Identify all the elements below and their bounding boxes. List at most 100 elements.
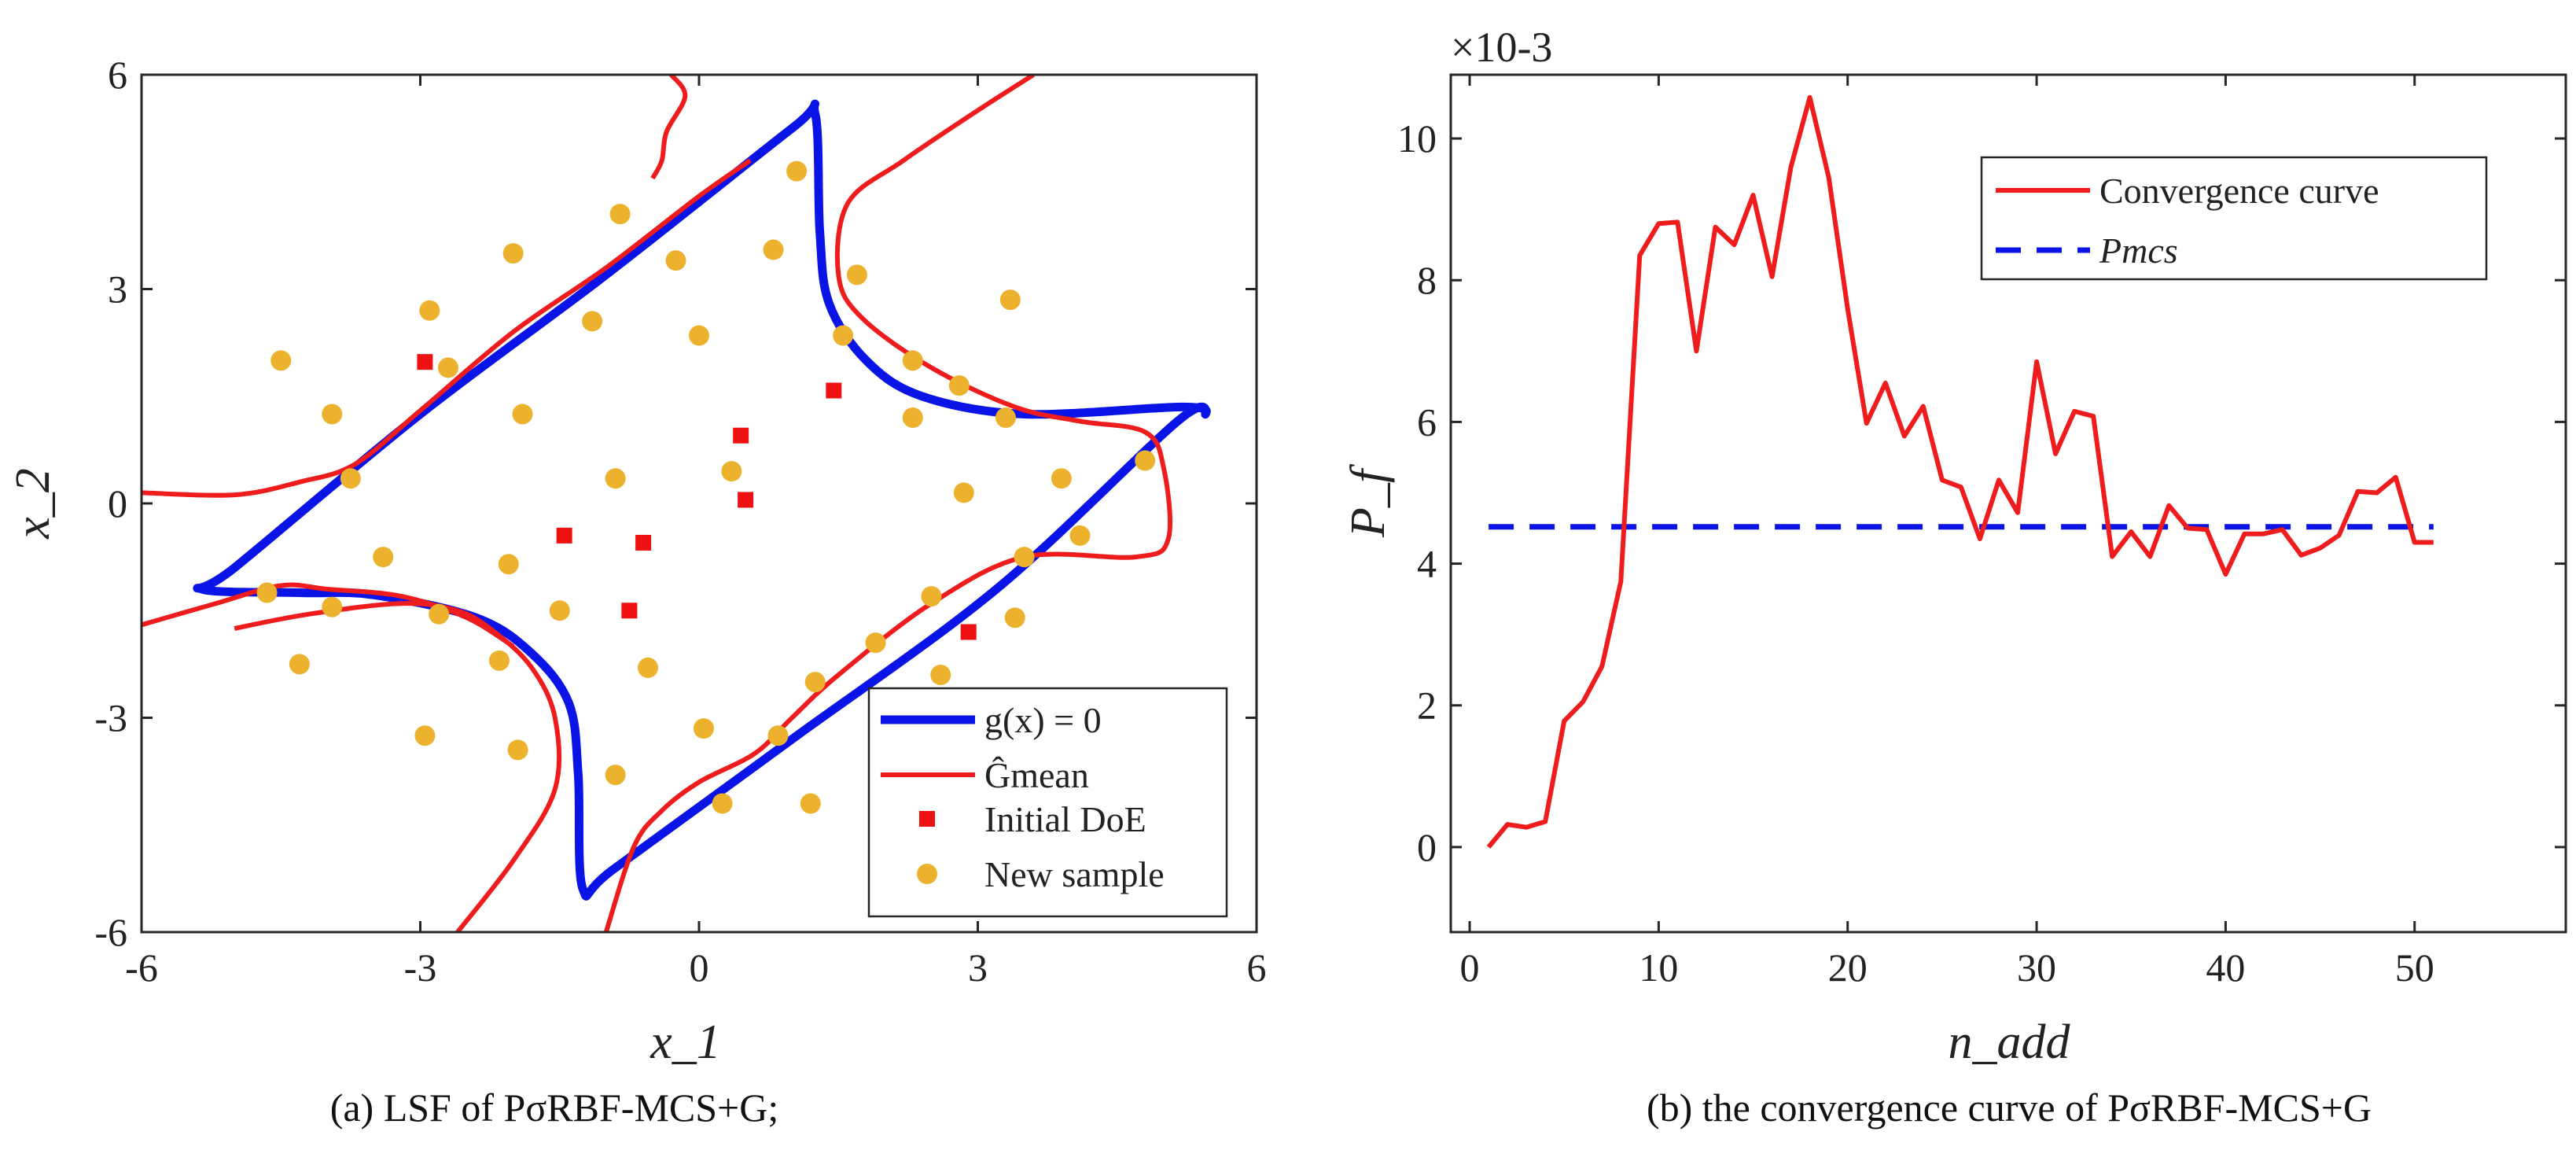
lsf-xtick-label: 0 (690, 945, 709, 990)
surrogate-curve-segment (650, 75, 688, 180)
convergence-caption: (b) the convergence curve of PσRBF-MCS+G (1647, 1085, 2372, 1130)
new-sample-point (289, 654, 310, 675)
new-sample-point (512, 404, 533, 425)
new-sample-point (712, 793, 733, 814)
new-sample-point (948, 375, 970, 396)
surrogate-limit-state-curves (142, 75, 1173, 932)
initial-doe-point (417, 354, 433, 370)
lsf-tick-labels: -6 -3 0 3 6 -6 -3 0 3 6 (94, 53, 1266, 990)
new-sample-point (419, 300, 440, 321)
lsf-xtick-label: 6 (1247, 945, 1267, 990)
new-sample-point (721, 461, 742, 482)
convergence-xtick-label: 0 (1460, 945, 1480, 990)
new-sample-point (995, 407, 1016, 428)
new-sample-point (846, 264, 867, 286)
new-sample-point (693, 718, 714, 739)
new-sample-point (609, 204, 631, 225)
new-sample-point (414, 725, 436, 746)
new-sample-point (1004, 607, 1025, 628)
new-sample-point (763, 239, 784, 260)
new-sample-point (437, 357, 458, 378)
new-sample-point (605, 468, 626, 489)
convergence-axes-box (1449, 73, 2567, 934)
new-sample-point (902, 407, 923, 428)
lsf-plot-area (142, 75, 1211, 932)
new-sample-point (605, 765, 626, 786)
surrogate-curve-segment (234, 601, 562, 932)
lsf-axes-box (140, 73, 1258, 934)
new-sample-point (373, 547, 394, 568)
convergence-ytick-label: 4 (1417, 542, 1437, 586)
new-sample-point (638, 657, 659, 678)
lsf-xtick-label: -3 (404, 945, 437, 990)
legend-label-initial: Initial DoE (984, 799, 1146, 839)
legend-marker-initial (919, 811, 935, 827)
new-sample-point (429, 603, 450, 625)
new-sample-point (786, 160, 808, 182)
new-sample-point (865, 632, 886, 654)
new-sample-point (930, 665, 951, 685)
convergence-ytick-label: 10 (1397, 116, 1437, 160)
convergence-xtick-label: 40 (2206, 945, 2245, 990)
initial-doe-point (556, 527, 572, 544)
lsf-ytick-label: 0 (108, 481, 127, 525)
new-sample-point (488, 650, 510, 671)
new-sample-point (1069, 525, 1091, 546)
new-sample-point (804, 672, 826, 693)
new-sample-point (549, 600, 570, 621)
new-sample-point (1051, 468, 1072, 489)
legend-label-surrogate: Ĝmean (984, 755, 1089, 795)
lsf-xtick-label: -6 (125, 945, 158, 990)
new-sample-point (665, 250, 686, 271)
new-sample-point (322, 404, 343, 425)
convergence-xtick-label: 10 (1639, 945, 1678, 990)
initial-doe-point (960, 624, 977, 640)
convergence-xtick-label: 50 (2395, 945, 2434, 990)
legend-label-new: New sample (984, 854, 1165, 894)
new-sample-point (256, 582, 278, 603)
convergence-xtick-label: 30 (2017, 945, 2056, 990)
convergence-ytick-label: 0 (1417, 825, 1437, 869)
legend-marker-new (917, 864, 937, 884)
new-sample-point (902, 350, 923, 371)
new-sample-point (800, 793, 821, 814)
convergence-xtick-label: 20 (1828, 945, 1868, 990)
lsf-ytick-label: -3 (94, 696, 127, 740)
lsf-ylabel: x_2 (6, 468, 60, 540)
convergence-ytick-label: 2 (1417, 684, 1437, 728)
lsf-caption: (a) LSF of PσRBF-MCS+G; (330, 1085, 779, 1130)
lsf-ytick-label: 3 (108, 267, 127, 311)
new-sample-point (340, 468, 361, 489)
new-sample-point (498, 554, 519, 575)
new-sample-point (767, 725, 789, 746)
lsf-xlabel: x_1 (650, 1015, 721, 1069)
new-samples (256, 160, 1156, 814)
lsf-xtick-label: 3 (968, 945, 988, 990)
surrogate-curve-segment (142, 158, 752, 498)
initial-doe-point (738, 492, 754, 508)
new-sample-point (689, 325, 709, 346)
new-sample-point (953, 482, 974, 503)
convergence-ylabel: P_f (1341, 463, 1395, 538)
chart-lsf: -6 -3 0 3 6 -6 -3 0 3 6 x_1 x_2 g(x) = 0 Ĝmean In… (6, 53, 1267, 1130)
convergence-curve-line (1486, 94, 2434, 849)
initial-doe-points (417, 354, 977, 640)
initial-doe-point (733, 427, 749, 444)
initial-doe-point (635, 534, 652, 551)
surrogate-curve-segment (142, 582, 515, 649)
convergence-tick-labels: 0 10 20 30 40 50 0 2 4 6 8 10 (1397, 116, 2434, 990)
new-sample-point (270, 350, 292, 371)
convergence-xlabel: n_add (1949, 1015, 2071, 1069)
legend-label-true: g(x) = 0 (984, 700, 1102, 740)
new-sample-point (502, 243, 524, 264)
initial-doe-point (826, 382, 842, 399)
new-sample-point (1014, 547, 1035, 568)
new-sample-point (833, 325, 854, 346)
chart-convergence: 0 10 20 30 40 50 0 2 4 6 8 10 ×10-3 n_add P_f Conve… (1341, 24, 2567, 1130)
legend-label-pmcs: Pmcs (2099, 230, 2178, 271)
convergence-ytick-label: 6 (1417, 400, 1437, 444)
lsf-legend: g(x) = 0 Ĝmean Initial DoE New sample (867, 687, 1228, 918)
legend-label-convergence: Convergence curve (2099, 171, 2379, 211)
surrogate-curve-segment (603, 75, 1173, 932)
